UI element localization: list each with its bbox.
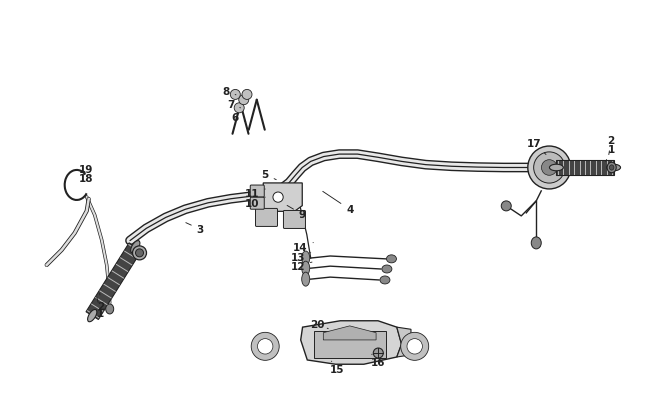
Text: 20: 20	[310, 319, 328, 329]
Text: 2: 2	[607, 136, 615, 155]
Ellipse shape	[607, 163, 616, 173]
FancyBboxPatch shape	[283, 211, 305, 229]
Polygon shape	[263, 183, 302, 212]
Circle shape	[407, 339, 422, 354]
Ellipse shape	[88, 310, 97, 322]
Circle shape	[373, 348, 384, 358]
Text: 16: 16	[371, 354, 385, 367]
Circle shape	[400, 333, 429, 360]
Circle shape	[239, 96, 249, 105]
Ellipse shape	[549, 165, 564, 171]
Ellipse shape	[534, 153, 565, 183]
Text: 9: 9	[287, 206, 306, 220]
Text: 17: 17	[527, 139, 546, 155]
Text: 1: 1	[97, 298, 105, 318]
Text: 8: 8	[222, 87, 236, 96]
Circle shape	[251, 333, 280, 360]
Ellipse shape	[541, 160, 557, 176]
Text: 11: 11	[245, 189, 265, 198]
Text: 12: 12	[291, 262, 312, 271]
Ellipse shape	[531, 237, 541, 249]
Ellipse shape	[528, 147, 571, 190]
Text: 4: 4	[323, 192, 354, 215]
Ellipse shape	[131, 241, 140, 253]
Circle shape	[234, 104, 244, 113]
Ellipse shape	[302, 262, 309, 275]
Text: 13: 13	[291, 252, 311, 262]
Text: 3: 3	[186, 223, 204, 234]
Ellipse shape	[302, 273, 309, 286]
Polygon shape	[301, 321, 402, 364]
Ellipse shape	[133, 246, 146, 260]
Polygon shape	[556, 161, 614, 175]
Ellipse shape	[380, 276, 390, 284]
Ellipse shape	[606, 165, 621, 171]
Text: 10: 10	[245, 198, 265, 208]
FancyBboxPatch shape	[250, 198, 265, 210]
Text: 7: 7	[227, 100, 240, 109]
Ellipse shape	[610, 165, 614, 171]
Ellipse shape	[302, 252, 309, 265]
Ellipse shape	[106, 304, 114, 314]
Text: 18: 18	[79, 174, 93, 184]
Text: 2: 2	[97, 294, 105, 311]
FancyBboxPatch shape	[250, 185, 265, 198]
FancyBboxPatch shape	[255, 209, 278, 227]
Text: 1: 1	[606, 145, 615, 162]
Text: 15: 15	[330, 361, 344, 374]
Circle shape	[242, 90, 252, 100]
Ellipse shape	[387, 255, 396, 263]
Text: 6: 6	[231, 113, 246, 122]
Text: 14: 14	[293, 242, 313, 252]
Text: 5: 5	[261, 170, 276, 180]
Ellipse shape	[501, 201, 512, 211]
Circle shape	[257, 339, 273, 354]
Circle shape	[273, 192, 283, 203]
Ellipse shape	[382, 265, 392, 273]
Polygon shape	[323, 326, 376, 340]
Ellipse shape	[135, 249, 144, 257]
Polygon shape	[86, 243, 142, 320]
Polygon shape	[396, 327, 411, 357]
Polygon shape	[314, 332, 385, 358]
Circle shape	[230, 90, 240, 100]
Text: 19: 19	[79, 164, 93, 174]
